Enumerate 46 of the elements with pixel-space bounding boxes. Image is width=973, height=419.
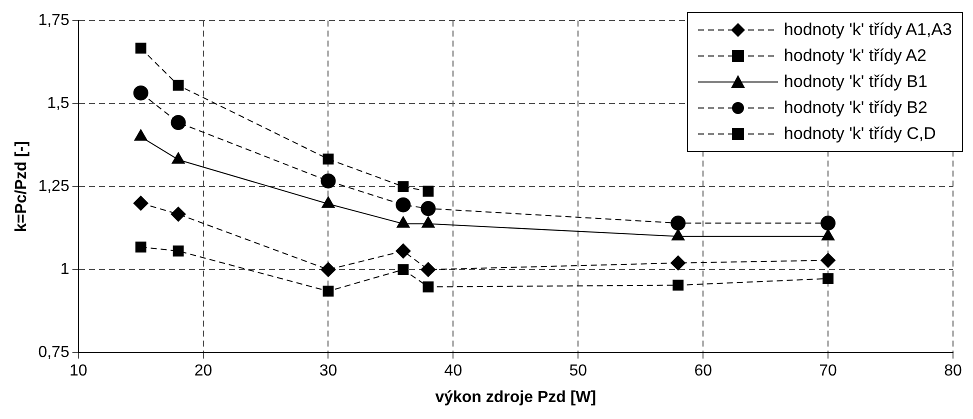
x-tick-label: 10 (69, 362, 88, 380)
y-tick-label: 1 (60, 261, 70, 278)
point (670, 255, 686, 270)
point (422, 186, 434, 197)
x-tick-label: 40 (444, 362, 462, 380)
x-tick-label: 50 (569, 362, 588, 380)
point (322, 286, 334, 297)
point (396, 244, 411, 259)
point (822, 273, 834, 284)
point (670, 216, 686, 231)
point (396, 197, 411, 212)
legend-label: hodnoty 'k' třídy A2 (784, 46, 926, 66)
x-tick-label: 60 (694, 362, 712, 380)
point (135, 42, 146, 54)
point (420, 262, 436, 278)
legend-label: hodnoty 'k' třídy B1 (784, 72, 928, 92)
y-tick-label: 0,75 (38, 344, 70, 362)
point (135, 242, 146, 252)
point (133, 85, 148, 100)
y-tick-label: 1,75 (38, 12, 70, 30)
y-tick-label: 1,25 (38, 178, 70, 196)
point (820, 216, 836, 231)
y-tick-label: 1,5 (47, 95, 70, 112)
legend-label: hodnoty 'k' třídy C,D (784, 124, 936, 144)
x-tick-label: 30 (319, 362, 338, 380)
point (322, 154, 334, 164)
x-axis-title: výkon zdroje Pzd [W] (435, 388, 596, 406)
point (820, 252, 836, 268)
point (133, 196, 148, 211)
x-tick-label: 70 (819, 362, 838, 380)
legend-label: hodnoty 'k' třídy B2 (784, 98, 928, 118)
point (172, 246, 184, 256)
legend-label: hodnoty 'k' třídy A1,A3 (784, 20, 952, 40)
point (422, 281, 434, 292)
x-tick-label: 20 (194, 362, 212, 380)
point (398, 264, 409, 276)
point (398, 181, 409, 192)
point (172, 80, 184, 91)
point (170, 206, 186, 222)
y-axis-title: k=Pc/Pzd [-] (13, 141, 30, 232)
x-tick-label: 80 (944, 362, 962, 380)
point (320, 262, 336, 278)
point (320, 173, 336, 188)
point (672, 280, 684, 291)
point (420, 201, 436, 216)
point (170, 115, 186, 130)
